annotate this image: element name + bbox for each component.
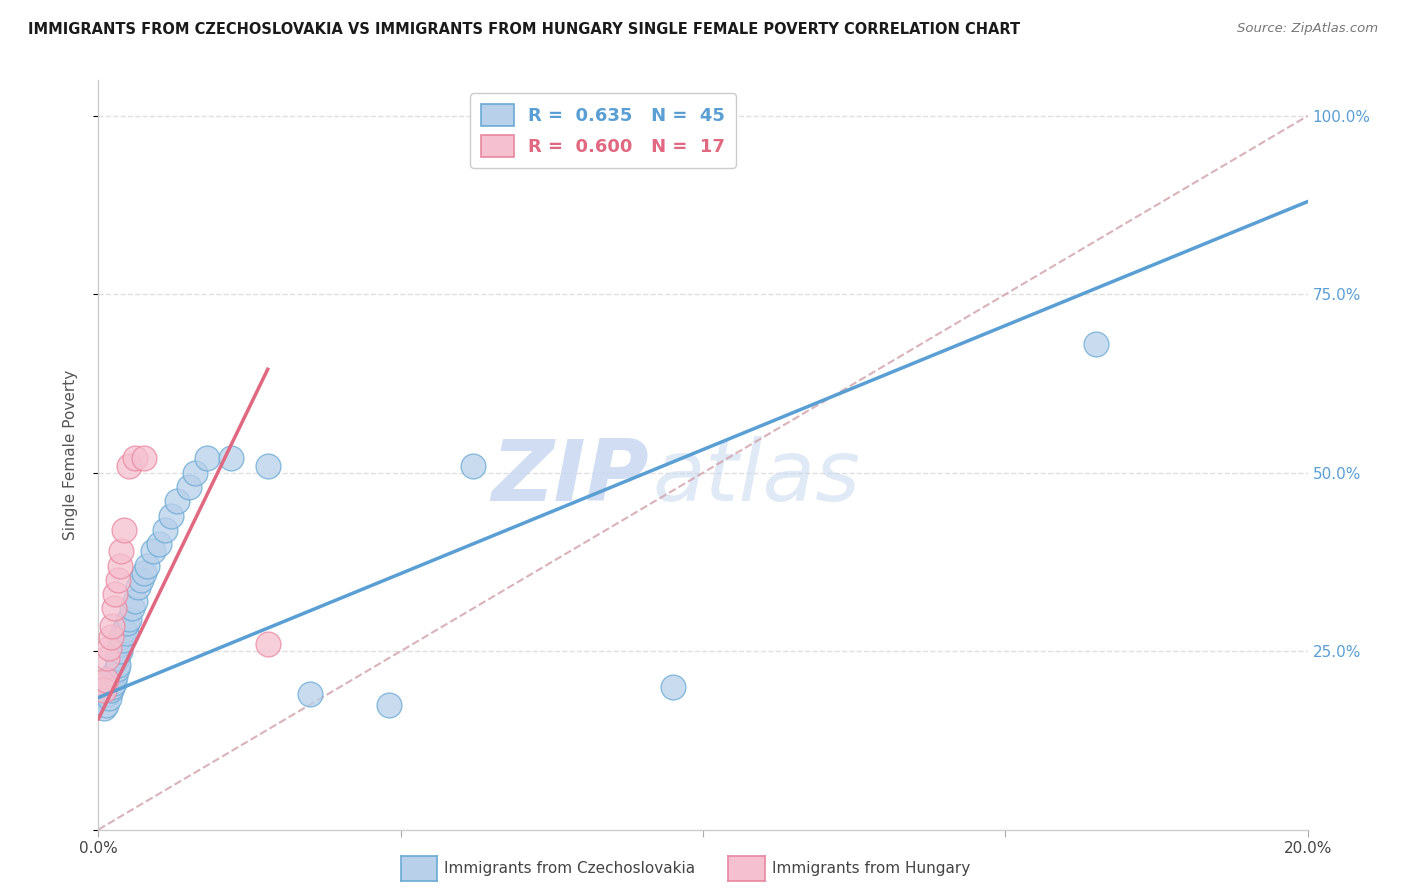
Point xyxy=(100,630,122,644)
Point xyxy=(93,683,115,698)
Point xyxy=(160,508,183,523)
Point xyxy=(96,680,118,694)
Point xyxy=(111,633,134,648)
Point xyxy=(114,626,136,640)
Point xyxy=(96,687,118,701)
Point xyxy=(124,594,146,608)
Point xyxy=(94,673,117,687)
Text: Immigrants from Czechoslovakia: Immigrants from Czechoslovakia xyxy=(444,862,696,876)
Text: Immigrants from Hungary: Immigrants from Hungary xyxy=(772,862,970,876)
Point xyxy=(93,683,115,698)
Point xyxy=(110,630,132,644)
Point xyxy=(103,676,125,690)
Point xyxy=(108,644,131,658)
Point xyxy=(299,687,322,701)
Point xyxy=(112,623,135,637)
Point xyxy=(132,451,155,466)
Point xyxy=(256,458,278,473)
Point xyxy=(104,587,127,601)
Point xyxy=(195,451,218,466)
Point xyxy=(107,658,129,673)
Point xyxy=(100,669,122,683)
Point xyxy=(179,480,201,494)
Point xyxy=(127,580,149,594)
Point xyxy=(124,451,146,466)
Text: IMMIGRANTS FROM CZECHOSLOVAKIA VS IMMIGRANTS FROM HUNGARY SINGLE FEMALE POVERTY : IMMIGRANTS FROM CZECHOSLOVAKIA VS IMMIGR… xyxy=(28,22,1021,37)
Point xyxy=(148,537,170,551)
Point xyxy=(103,601,125,615)
Point xyxy=(166,494,188,508)
Point xyxy=(377,698,399,712)
Point xyxy=(661,680,683,694)
Text: Source: ZipAtlas.com: Source: ZipAtlas.com xyxy=(1237,22,1378,36)
Point xyxy=(256,637,278,651)
Y-axis label: Single Female Poverty: Single Female Poverty xyxy=(63,370,77,540)
Point xyxy=(110,544,132,558)
Text: atlas: atlas xyxy=(652,436,860,519)
Point xyxy=(112,523,135,537)
Point xyxy=(100,683,122,698)
Point xyxy=(105,651,128,665)
Point xyxy=(100,619,122,633)
Point xyxy=(93,701,115,715)
Point xyxy=(463,458,485,473)
Point xyxy=(94,698,117,712)
Point xyxy=(118,612,141,626)
Point xyxy=(1085,337,1108,351)
Point xyxy=(129,573,152,587)
Point xyxy=(91,690,114,705)
Point xyxy=(107,573,129,587)
Point xyxy=(98,640,121,655)
Point xyxy=(91,676,114,690)
Legend: R =  0.635   N =  45, R =  0.600   N =  17: R = 0.635 N = 45, R = 0.600 N = 17 xyxy=(470,93,735,168)
Point xyxy=(98,690,121,705)
Point xyxy=(135,558,157,573)
Point xyxy=(142,544,165,558)
Point xyxy=(108,637,131,651)
Point xyxy=(153,523,176,537)
Point xyxy=(132,566,155,580)
Text: ZIP: ZIP xyxy=(491,436,648,519)
Point xyxy=(103,665,125,680)
Point xyxy=(104,669,127,683)
Point xyxy=(100,680,122,694)
Point xyxy=(184,466,207,480)
Point xyxy=(121,601,143,615)
Point xyxy=(221,451,243,466)
Point xyxy=(108,558,131,573)
Point xyxy=(105,662,128,676)
Point xyxy=(117,615,139,630)
Point xyxy=(96,651,118,665)
Point xyxy=(118,458,141,473)
